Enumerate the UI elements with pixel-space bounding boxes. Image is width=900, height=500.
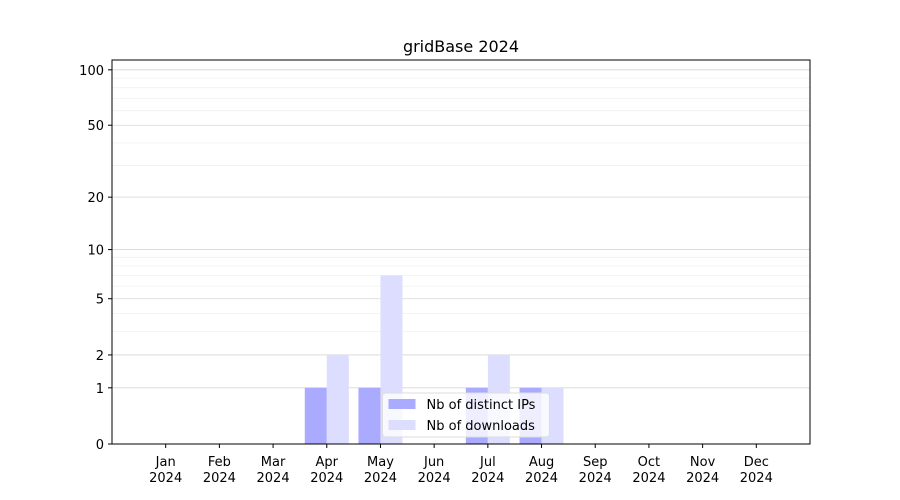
legend-swatch bbox=[388, 420, 416, 430]
x-tick-label: Dec 2024 bbox=[740, 455, 773, 486]
x-tick-label: May 2024 bbox=[364, 455, 397, 486]
x-tick-label: Jun 2024 bbox=[418, 455, 451, 486]
legend-label: Nb of distinct IPs bbox=[427, 398, 536, 413]
x-tick-label: Sep 2024 bbox=[579, 455, 612, 486]
legend-label: Nb of downloads bbox=[427, 419, 536, 434]
legend-box bbox=[382, 392, 550, 438]
x-tick-label: Feb 2024 bbox=[203, 455, 236, 486]
bar bbox=[304, 387, 327, 444]
chart-title: gridBase 2024 bbox=[403, 37, 519, 56]
y-tick-label: 50 bbox=[87, 119, 104, 134]
y-tick-label: 0 bbox=[96, 438, 104, 453]
x-tick-label: Jan 2024 bbox=[149, 455, 182, 486]
x-tick-label: Oct 2024 bbox=[632, 455, 665, 486]
x-tick-label: Aug 2024 bbox=[525, 455, 558, 486]
x-tick-label: Apr 2024 bbox=[310, 455, 343, 486]
x-tick-label: Nov 2024 bbox=[686, 455, 719, 486]
y-tick-label: 2 bbox=[96, 349, 104, 364]
legend-swatch bbox=[388, 399, 416, 409]
x-tick-label: Jul 2024 bbox=[471, 455, 504, 486]
y-tick-label: 5 bbox=[96, 293, 104, 308]
y-tick-label: 1 bbox=[96, 382, 104, 397]
bar bbox=[326, 354, 349, 444]
x-tick-label: Mar 2024 bbox=[257, 455, 290, 486]
y-tick-label: 20 bbox=[87, 191, 104, 206]
y-tick-label: 10 bbox=[87, 244, 104, 259]
bar bbox=[358, 387, 381, 444]
plot-frame bbox=[111, 59, 811, 445]
y-tick-label: 100 bbox=[79, 64, 104, 79]
